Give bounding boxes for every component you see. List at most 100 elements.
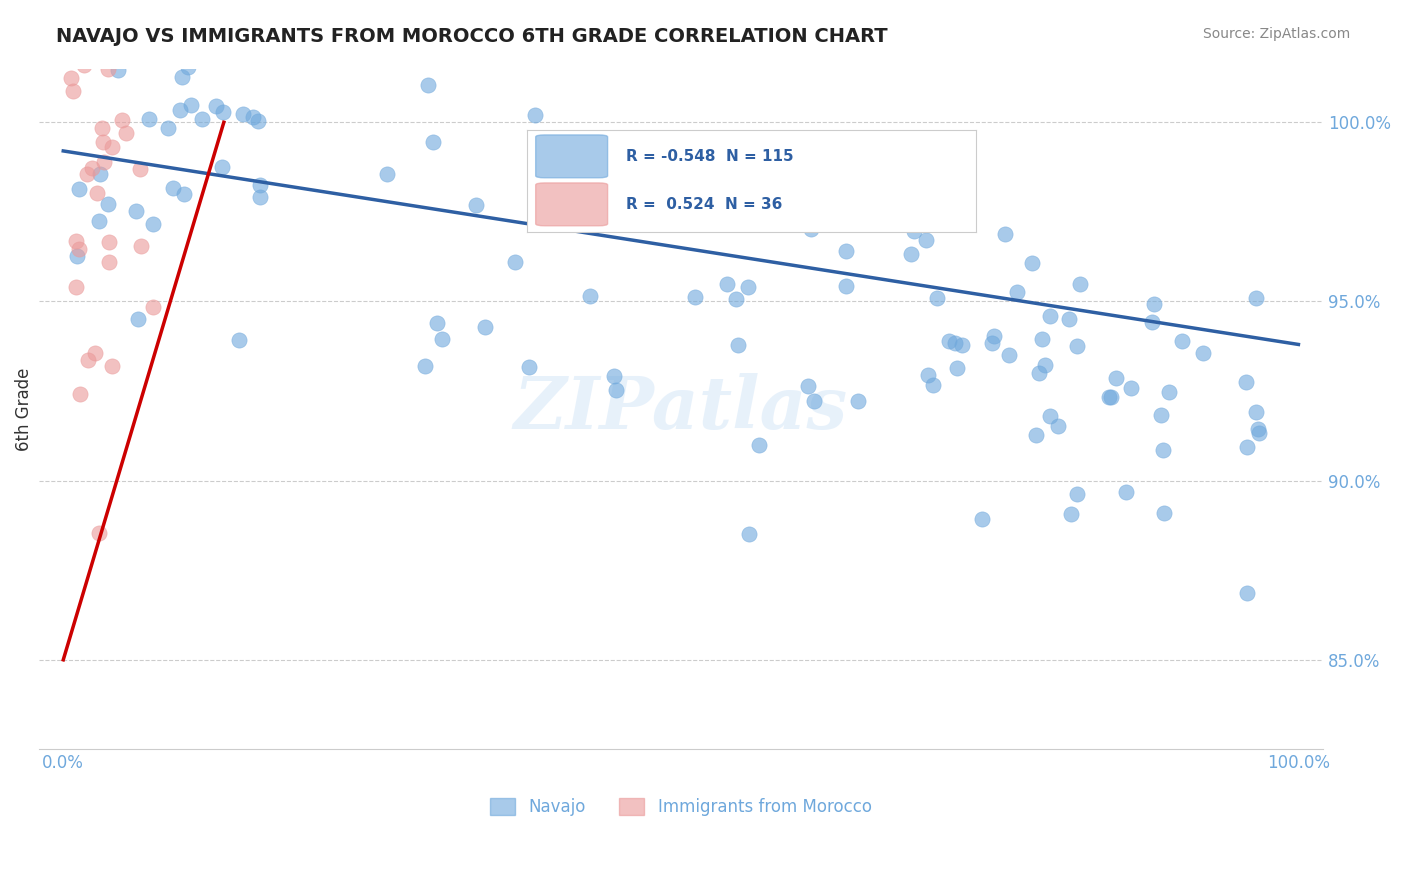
Point: [1247, 422, 1270, 436]
Point: [716, 277, 738, 292]
Point: [66, 8, 89, 22]
Point: [97, 196, 120, 211]
Point: [426, 316, 449, 330]
Point: [191, 112, 214, 126]
Point: [1143, 297, 1166, 311]
Point: [162, 180, 184, 194]
Text: ZIPatlas: ZIPatlas: [513, 374, 848, 444]
Point: [418, 78, 440, 92]
Point: [89, 214, 111, 228]
Point: [1170, 334, 1192, 349]
Point: [89, 38, 111, 53]
Point: [101, 140, 124, 154]
Point: [1033, 358, 1056, 372]
Point: [998, 348, 1021, 362]
Point: [1047, 419, 1070, 434]
Point: [1153, 506, 1175, 520]
Point: [1039, 310, 1062, 324]
Point: [86, 186, 108, 201]
Point: [1069, 277, 1091, 291]
Point: [835, 244, 858, 258]
Point: [1236, 440, 1258, 454]
Point: [852, 206, 875, 220]
Point: [90, 44, 112, 58]
Point: [1119, 381, 1142, 395]
Point: [72, 8, 94, 22]
Point: [249, 178, 271, 192]
Point: [938, 334, 960, 348]
Point: [83, 45, 105, 60]
Point: [247, 113, 270, 128]
Point: [205, 99, 228, 113]
Point: [519, 359, 541, 374]
Point: [1039, 409, 1062, 423]
Point: [69, 37, 91, 52]
Point: [115, 126, 138, 140]
Point: [375, 168, 398, 182]
Point: [725, 292, 748, 306]
Point: [679, 142, 702, 156]
Point: [1244, 291, 1267, 305]
Point: [76, 353, 98, 368]
Point: [169, 103, 191, 117]
Point: [430, 332, 453, 346]
Point: [173, 187, 195, 202]
Point: [1005, 285, 1028, 299]
Text: Source: ZipAtlas.com: Source: ZipAtlas.com: [1202, 27, 1350, 41]
Point: [98, 254, 121, 268]
Point: [90, 8, 112, 22]
Point: [228, 334, 250, 348]
Point: [87, 526, 110, 541]
Point: [1028, 366, 1050, 380]
Point: [748, 438, 770, 452]
Point: [67, 242, 90, 256]
Point: [242, 110, 264, 124]
Point: [503, 255, 526, 269]
Point: [422, 135, 444, 149]
Point: [91, 8, 114, 22]
Point: [111, 113, 134, 128]
Point: [1244, 405, 1267, 419]
Point: [1057, 312, 1080, 326]
Point: [73, 57, 96, 71]
Point: [972, 511, 994, 525]
Point: [138, 112, 160, 126]
Point: [1098, 390, 1121, 404]
Point: [157, 121, 180, 136]
Text: NAVAJO VS IMMIGRANTS FROM MOROCCO 6TH GRADE CORRELATION CHART: NAVAJO VS IMMIGRANTS FROM MOROCCO 6TH GR…: [56, 27, 887, 45]
Point: [523, 108, 546, 122]
Point: [1060, 507, 1083, 521]
Point: [737, 280, 759, 294]
Point: [810, 212, 832, 227]
Point: [1066, 487, 1088, 501]
Point: [685, 289, 707, 303]
Point: [877, 216, 900, 230]
Point: [900, 246, 922, 260]
Point: [945, 361, 967, 376]
Point: [96, 62, 118, 77]
Point: [579, 289, 602, 303]
Point: [931, 163, 953, 178]
Point: [100, 359, 122, 373]
Point: [803, 393, 825, 408]
Point: [846, 393, 869, 408]
Point: [914, 233, 936, 247]
Point: [90, 34, 112, 48]
Point: [903, 224, 925, 238]
Legend: Navajo, Immigrants from Morocco: Navajo, Immigrants from Morocco: [484, 791, 879, 822]
Point: [917, 368, 939, 383]
Point: [62, 84, 84, 98]
Point: [69, 386, 91, 401]
Point: [727, 338, 749, 352]
Point: [603, 369, 626, 384]
Point: [1031, 332, 1053, 346]
Point: [73, 8, 96, 22]
Point: [980, 336, 1002, 351]
Point: [91, 136, 114, 150]
Point: [1192, 346, 1215, 360]
Point: [927, 291, 949, 305]
Point: [1236, 585, 1258, 599]
Point: [107, 63, 129, 78]
Point: [232, 107, 254, 121]
Point: [1021, 255, 1043, 269]
